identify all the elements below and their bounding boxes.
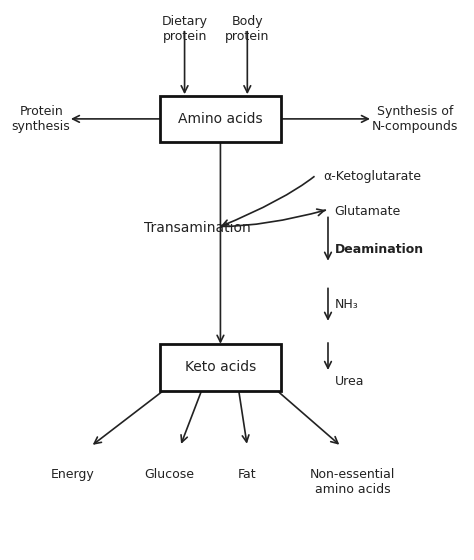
Text: NH₃: NH₃ <box>335 298 358 311</box>
Text: Body
protein: Body protein <box>225 15 270 43</box>
Text: Transamination: Transamination <box>144 221 251 235</box>
Text: Protein
synthesis: Protein synthesis <box>12 105 71 133</box>
Text: Synthesis of
N-compounds: Synthesis of N-compounds <box>372 105 458 133</box>
Text: α-Ketoglutarate: α-Ketoglutarate <box>324 170 421 183</box>
Text: Glutamate: Glutamate <box>335 205 401 218</box>
FancyBboxPatch shape <box>160 96 281 142</box>
Text: Energy: Energy <box>51 468 94 482</box>
Text: Urea: Urea <box>335 375 364 388</box>
Text: Glucose: Glucose <box>144 468 194 482</box>
Text: Non-essential
amino acids: Non-essential amino acids <box>310 468 395 496</box>
FancyBboxPatch shape <box>160 344 281 390</box>
Text: Keto acids: Keto acids <box>185 361 256 375</box>
Text: Dietary
protein: Dietary protein <box>162 15 208 43</box>
Text: Deamination: Deamination <box>335 244 424 256</box>
Text: Amino acids: Amino acids <box>178 112 263 126</box>
Text: Fat: Fat <box>238 468 256 482</box>
